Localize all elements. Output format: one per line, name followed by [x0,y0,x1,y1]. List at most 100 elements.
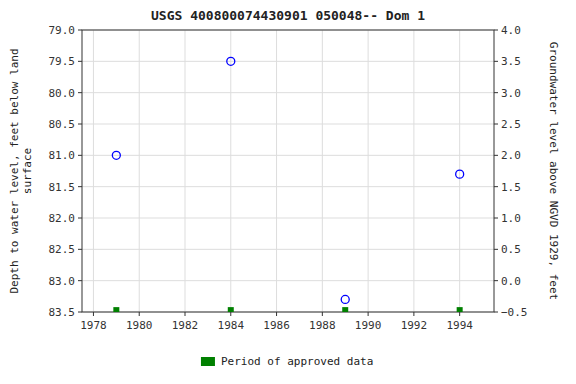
y2-tick-label: 1.0 [501,212,521,225]
grid-line-y [82,249,494,250]
y-tick [78,249,82,250]
legend-label: Period of approved data [221,355,373,368]
grid-line-x [139,30,140,312]
y2-tick [494,280,498,281]
y-axis-label-line: Depth to water level, feet below land [8,48,21,293]
y-tick [78,312,82,313]
series [113,307,462,312]
y2-tick [494,186,498,187]
x-tick [322,312,323,316]
grid-line-y [82,155,494,156]
y2-tick [494,124,498,125]
y-tick-label: 79.5 [49,55,76,68]
grid-line-x [276,30,277,312]
x-tick-label: 1992 [401,319,428,332]
y-tick-label: 81.0 [49,149,76,162]
y2-tick [494,92,498,93]
x-tick [368,312,369,316]
grid-line-y [82,124,494,125]
grid-line-y [82,186,494,187]
y-tick-label: 81.5 [49,181,76,194]
y-tick [78,30,82,31]
y2-tick-label: 2.0 [501,149,521,162]
x-axis: 1978 1980 1982 1984 1986 1988 1990 1992 1994 [80,312,473,332]
y2-axis-label: Groundwater level above NGVD 1929, feet [547,42,560,300]
y2-tick-label: 3.5 [501,55,521,68]
y-tick-label: 80.5 [49,118,76,131]
title: USGS 400800074430901 050048-- Dom 1 [151,8,425,23]
y2-tick [494,312,498,313]
y-tick [78,92,82,93]
grid-line-x [322,30,323,312]
x-tick [459,312,460,316]
y-tick-label: 79.0 [49,24,76,37]
series [112,57,463,303]
legend-swatch [201,357,215,366]
y-axis-label-line: surface [21,148,34,194]
y2-tick [494,30,498,31]
y2-tick-label: 0.0 [501,275,521,288]
y2-tick [494,218,498,219]
y-tick [78,155,82,156]
x-tick-label: 1990 [355,319,382,332]
y-tick [78,186,82,187]
y-tick-label: 83.0 [49,275,76,288]
grid-line-y [82,280,494,281]
point [227,57,235,65]
square-point [113,307,119,312]
x-tick [93,312,94,316]
point [456,170,464,178]
y-tick-label: 80.0 [49,87,76,100]
y-tick-label: 82.0 [49,212,76,225]
x-tick-label: 1988 [309,319,336,332]
y2-tick-label: 4.0 [501,24,521,37]
x-tick-label: 1978 [80,319,107,332]
square-point [457,307,463,312]
plot-frame [82,30,494,312]
y-tick-label: 82.5 [49,243,76,256]
grid-line-x [368,30,369,312]
point [341,295,349,303]
x-tick-label: 1982 [172,319,199,332]
x-tick [139,312,140,316]
marks [112,57,463,312]
x-tick [413,312,414,316]
y2-axis: 4.0 3.5 3.0 2.5 2.0 1.5 1.0 0.5 0.0 −0.5 [494,24,528,319]
y-tick [78,61,82,62]
legend: Period of approved data [201,355,373,368]
y2-tick [494,155,498,156]
x-tick-label: 1986 [263,319,290,332]
y-tick [78,218,82,219]
grid-line-x [459,30,460,312]
y-axis: 79.0 79.5 80.0 80.5 81.0 81.5 82.0 82.5 83.0 83.5 [49,24,83,319]
grid-line-y [82,218,494,219]
grid [82,30,494,312]
y2-tick-label: 3.0 [501,87,521,100]
grid-line-x [230,30,231,312]
grid-line-x [93,30,94,312]
grid-line-y [82,92,494,93]
y2-tick-label: −0.5 [501,306,528,319]
x-tick [185,312,186,316]
x-tick-label: 1984 [218,319,245,332]
y2-tick-label: 1.5 [501,181,521,194]
y2-tick-label: 0.5 [501,243,521,256]
y-tick [78,124,82,125]
y-tick [78,280,82,281]
grid-line-y [82,61,494,62]
x-tick [230,312,231,316]
background [0,0,576,384]
chart: 1978 1980 1982 1984 1986 1988 1990 1992 1994 79.0… [0,0,576,384]
square-point [342,307,348,312]
x-tick-label: 1980 [126,319,153,332]
y2-tick [494,249,498,250]
x-tick [276,312,277,316]
y2-tick-label: 2.5 [501,118,521,131]
square-point [228,307,234,312]
y-tick-label: 83.5 [49,306,76,319]
grid-line-x [413,30,414,312]
point [112,151,120,159]
y2-tick [494,61,498,62]
y-axis-label: Depth to water level, feet below landsur… [8,48,34,293]
x-tick-label: 1994 [446,319,473,332]
